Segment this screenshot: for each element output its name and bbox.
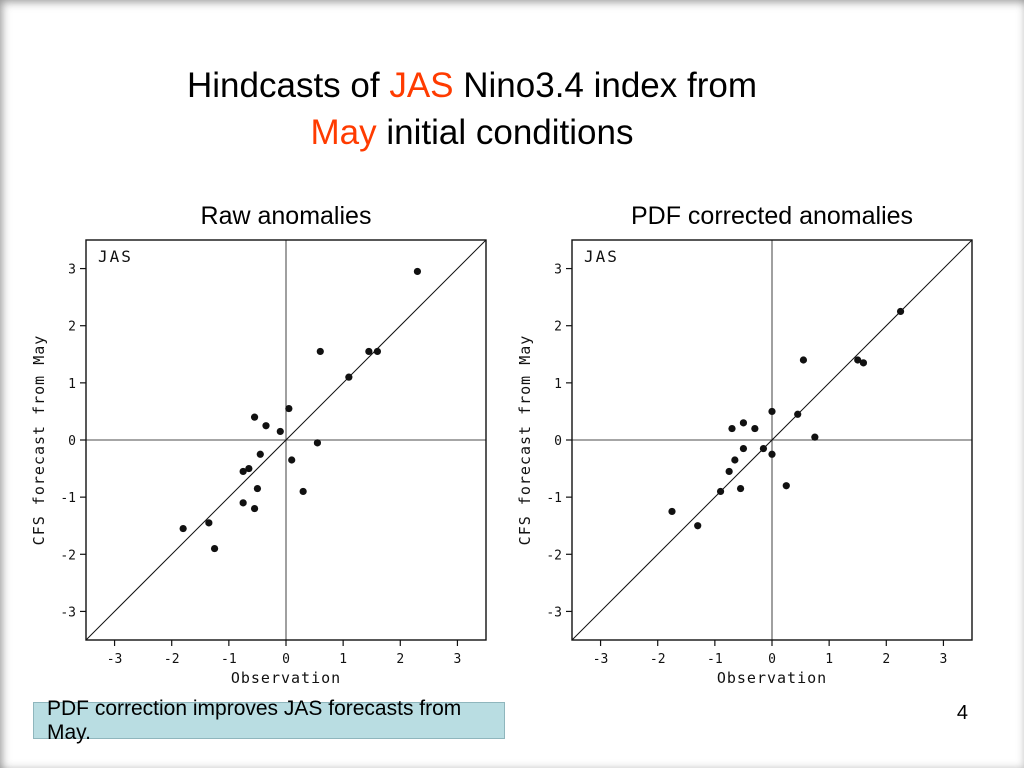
x-tick-label: 2 — [396, 652, 404, 667]
data-point — [365, 347, 373, 356]
diagonal-line — [571, 239, 973, 641]
title-line-2: May initial conditions — [0, 109, 944, 156]
data-point — [239, 467, 247, 476]
y-tick-label: 3 — [554, 263, 562, 278]
y-axis-label: CFS forecast from May — [30, 335, 48, 546]
y-tick-label: -1 — [60, 491, 76, 506]
data-point — [896, 307, 905, 316]
y-tick-label: 0 — [68, 434, 76, 449]
page-number: 4 — [956, 702, 968, 724]
x-tick-label: 1 — [825, 652, 833, 667]
data-point — [739, 419, 748, 427]
data-point — [262, 422, 270, 430]
data-point — [859, 359, 868, 367]
x-axis-label: Observation — [717, 669, 827, 687]
y-axis-label: CFS forecast from May — [516, 335, 534, 546]
data-point — [799, 356, 808, 364]
data-point — [285, 404, 293, 413]
data-point — [736, 484, 745, 493]
x-tick-label: -3 — [107, 652, 123, 667]
y-tick-label: 2 — [68, 320, 76, 335]
x-tick-label: 1 — [339, 652, 347, 667]
scatter-plot-pdf-corrected: -3 -2 -1 0 1 2 3 -3 -2 -1 0 1 2 3 Observation CFS forec… — [514, 236, 984, 688]
data-point — [716, 487, 725, 496]
slide-title: Hindcasts of JAS Nino3.4 index from May … — [0, 62, 944, 156]
y-tick-label: 1 — [68, 377, 76, 392]
data-point — [253, 484, 262, 493]
data-point — [179, 524, 187, 533]
data-point — [751, 424, 759, 433]
y-tick-label: -1 — [546, 491, 562, 506]
x-tick-label: -1 — [221, 652, 237, 667]
data-point — [413, 267, 422, 276]
data-point — [316, 347, 324, 356]
data-point — [731, 456, 739, 464]
data-point — [250, 504, 259, 513]
y-tick-label: 1 — [554, 377, 562, 392]
data-point — [768, 450, 776, 458]
x-tick-label: 2 — [882, 652, 890, 667]
x-axis-label: Observation — [231, 669, 341, 687]
data-point — [854, 356, 862, 364]
data-point — [276, 427, 284, 436]
data-point — [794, 410, 802, 418]
y-tick-label: -2 — [546, 548, 562, 563]
x-tick-label: -2 — [164, 652, 180, 667]
season-label: JAS — [98, 247, 133, 266]
data-point — [245, 464, 253, 473]
plot-svg: -3 -2 -1 0 1 2 3 -3 -2 -1 0 1 2 3 Observation CFS forec… — [30, 239, 487, 687]
x-tick-label: 0 — [282, 652, 290, 667]
x-tick-label: -2 — [650, 652, 666, 667]
note-box: PDF correction improves JAS forecasts fr… — [33, 697, 505, 744]
y-tick-label: 2 — [554, 320, 562, 335]
data-point — [256, 450, 264, 458]
data-point — [345, 373, 353, 381]
x-tick-label: 3 — [940, 652, 948, 667]
x-tick-label: 0 — [768, 652, 776, 667]
diagonal-line — [85, 239, 487, 641]
data-point — [205, 519, 213, 527]
chart-title-pdf-corrected: PDF corrected anomalies — [630, 202, 914, 230]
plot-svg: -3 -2 -1 0 1 2 3 -3 -2 -1 0 1 2 3 Observation CFS forec… — [516, 239, 973, 687]
data-point — [299, 487, 307, 496]
data-point — [288, 456, 296, 464]
note-text: PDF correction improves JAS forecasts fr… — [47, 696, 462, 744]
data-point — [210, 544, 219, 553]
data-point — [768, 407, 776, 416]
season-label: JAS — [584, 247, 619, 266]
y-tick-label: -2 — [60, 548, 76, 563]
data-point — [739, 444, 748, 453]
title-accent-may: May — [310, 113, 377, 152]
scatter-plot-raw-anomalies: -3 -2 -1 0 1 2 3 -3 -2 -1 0 1 2 3 Observation CFS forec… — [28, 236, 498, 688]
data-point — [239, 499, 247, 507]
title-accent-jas: JAS — [389, 66, 454, 105]
title-segment: initial conditions — [376, 113, 634, 152]
y-tick-label: 3 — [68, 263, 76, 278]
y-tick-label: -3 — [60, 605, 76, 620]
data-point — [668, 507, 676, 516]
data-point — [373, 347, 382, 356]
y-tick-label: -3 — [546, 605, 562, 620]
data-point — [811, 433, 819, 441]
data-point — [728, 424, 736, 433]
x-tick-label: -1 — [707, 652, 723, 667]
y-tick-label: 0 — [554, 434, 562, 449]
data-point — [759, 444, 768, 453]
data-point — [250, 413, 259, 421]
x-tick-label: 3 — [454, 652, 462, 667]
title-line-1: Hindcasts of JAS Nino3.4 index from — [0, 62, 944, 109]
title-segment: Nino3.4 index from — [453, 66, 757, 105]
data-point — [694, 522, 702, 530]
title-segment: Hindcasts of — [187, 66, 390, 105]
data-point — [725, 467, 733, 476]
data-point — [313, 439, 322, 447]
chart-title-raw-anomalies: Raw anomalies — [200, 202, 372, 230]
x-tick-label: -3 — [593, 652, 609, 667]
data-point — [782, 482, 790, 490]
